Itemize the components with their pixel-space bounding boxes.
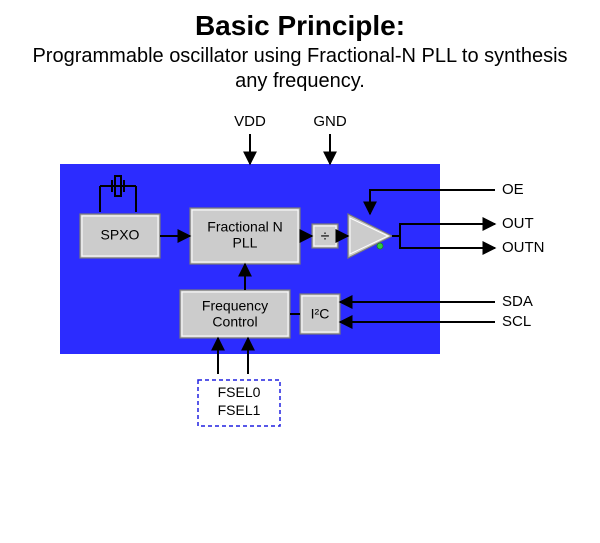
- spxo-label: SPXO: [101, 227, 140, 243]
- pin-out-label: OUT: [502, 215, 534, 232]
- pin-scl-label: SCL: [502, 313, 531, 330]
- freqctrl-label-1: Frequency: [202, 298, 268, 314]
- freqctrl-label-2: Control: [212, 314, 257, 330]
- pin-sda-label: SDA: [502, 293, 533, 310]
- i2c-block: I²C: [300, 294, 340, 334]
- block-diagram: SPXO Fractional N PLL ÷ Frequency Contro…: [40, 94, 560, 484]
- divider-label: ÷: [321, 228, 330, 245]
- divider-block: ÷: [312, 224, 338, 248]
- pin-fsel1-label: FSEL1: [218, 402, 261, 418]
- page-subtitle: Programmable oscillator using Fractional…: [30, 44, 570, 94]
- pll-block: Fractional N PLL: [190, 208, 300, 264]
- freqctrl-block: Frequency Control: [180, 290, 290, 338]
- pll-label-1: Fractional N: [207, 219, 282, 235]
- pin-oe-label: OE: [502, 181, 524, 198]
- pin-fsel0-label: FSEL0: [218, 384, 261, 400]
- i2c-label: I²C: [311, 306, 330, 322]
- pin-gnd-label: GND: [313, 113, 347, 130]
- pin-vdd-label: VDD: [234, 113, 266, 130]
- spxo-block: SPXO: [80, 214, 160, 258]
- pin-outn-label: OUTN: [502, 239, 545, 256]
- pll-label-2: PLL: [233, 235, 258, 251]
- page-title: Basic Principle:: [0, 0, 600, 42]
